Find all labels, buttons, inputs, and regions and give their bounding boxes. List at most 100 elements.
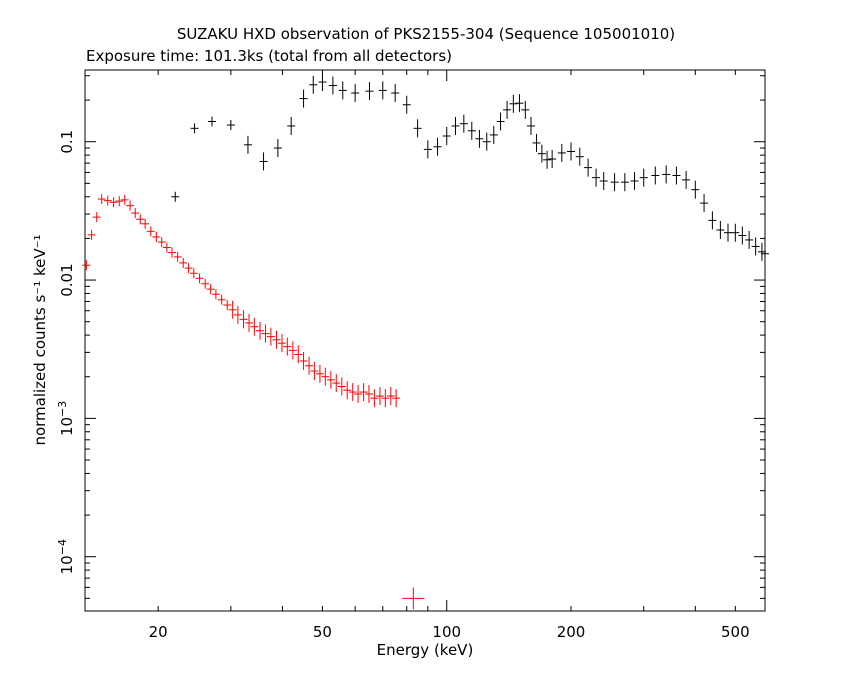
data-point: [273, 139, 282, 158]
series-1: [171, 73, 769, 263]
data-point: [630, 172, 639, 191]
data-point: [348, 383, 357, 402]
data-point: [584, 158, 593, 177]
data-point: [179, 257, 188, 268]
data-point: [184, 263, 193, 274]
data-point: [391, 84, 400, 103]
data-point: [378, 81, 387, 100]
data-point: [318, 73, 327, 92]
data-point: [326, 370, 335, 389]
data-point: [509, 94, 518, 113]
data-point: [691, 180, 700, 199]
y-tick-label: 10−3: [56, 401, 76, 436]
data-point: [482, 132, 491, 151]
data-point: [708, 211, 717, 230]
data-point: [620, 173, 629, 192]
data-point: [126, 200, 135, 211]
data-point: [328, 76, 337, 95]
data-point: [243, 135, 252, 154]
data-point: [245, 313, 254, 332]
data-point: [173, 251, 182, 262]
data-point: [338, 81, 347, 100]
data-point: [201, 278, 210, 289]
data-point: [351, 84, 360, 103]
y-tick-label: 0.01: [58, 263, 76, 296]
data-point: [365, 82, 374, 101]
data-point: [610, 173, 619, 192]
data-point: [141, 218, 150, 229]
x-tick-label: 50: [313, 623, 332, 641]
data-point: [592, 168, 601, 187]
y-axis-label: normalized counts s⁻¹ keV⁻¹: [31, 234, 49, 445]
data-point: [206, 284, 215, 295]
data-point: [272, 330, 281, 349]
data-point: [575, 147, 584, 166]
data-point: [354, 385, 363, 404]
data-point: [489, 125, 498, 144]
data-point: [515, 94, 524, 113]
x-tick-label: 100: [432, 623, 461, 641]
data-point: [131, 208, 140, 219]
data-point: [259, 152, 268, 171]
data-point: [567, 142, 576, 161]
data-point: [751, 237, 760, 256]
data-point: [87, 229, 96, 240]
data-point: [299, 89, 308, 108]
data-point: [239, 310, 248, 329]
data-point: [548, 150, 557, 169]
data-point: [228, 300, 237, 319]
data-point: [423, 140, 432, 159]
data-point: [467, 121, 476, 140]
data-point: [527, 116, 536, 135]
data-point: [103, 195, 112, 206]
data-point: [92, 212, 101, 223]
data-point: [433, 137, 442, 156]
x-tick-label: 20: [149, 623, 168, 641]
data-point: [146, 226, 155, 237]
data-point: [343, 381, 352, 400]
data-point: [109, 197, 118, 208]
data-point: [761, 244, 769, 263]
data-point: [375, 387, 384, 406]
data-point: [386, 387, 395, 406]
y-tick-label: 0.1: [58, 130, 76, 154]
data-point: [459, 114, 468, 133]
data-point: [413, 119, 422, 138]
chart-title: SUZAKU HXD observation of PKS2155-304 (S…: [177, 25, 675, 43]
data-point: [171, 191, 180, 202]
data-point: [496, 112, 505, 131]
data-point: [277, 334, 286, 353]
x-axis-label: Energy (keV): [377, 641, 474, 659]
data-point: [152, 231, 161, 242]
data-point: [309, 75, 318, 94]
data-point: [442, 126, 451, 145]
data-point: [250, 317, 259, 336]
data-point: [195, 273, 204, 284]
data-point: [207, 116, 216, 127]
y-tick-label: 10−4: [56, 539, 76, 574]
data-point: [738, 226, 747, 245]
data-point: [190, 123, 199, 134]
data-point: [543, 150, 552, 169]
data-point: [599, 172, 608, 191]
data-point: [136, 214, 145, 225]
data-point: [97, 194, 106, 205]
data-point: [364, 385, 373, 404]
y-axis: 10−4 10−3 0.01 0.1: [56, 75, 765, 599]
data-point: [217, 294, 226, 305]
data-point: [381, 389, 390, 408]
data-point: [639, 168, 648, 187]
data-point: [392, 389, 401, 408]
data-point: [211, 289, 220, 300]
data-point: [700, 194, 709, 213]
data-point: [266, 327, 275, 346]
data-point: [503, 100, 512, 119]
data-point: [305, 356, 314, 375]
plot-frame: [84, 69, 766, 612]
data-point: [299, 351, 308, 370]
data-point: [370, 389, 379, 408]
data-point: [226, 120, 235, 131]
series-0: [82, 194, 425, 610]
data-point: [120, 194, 129, 205]
